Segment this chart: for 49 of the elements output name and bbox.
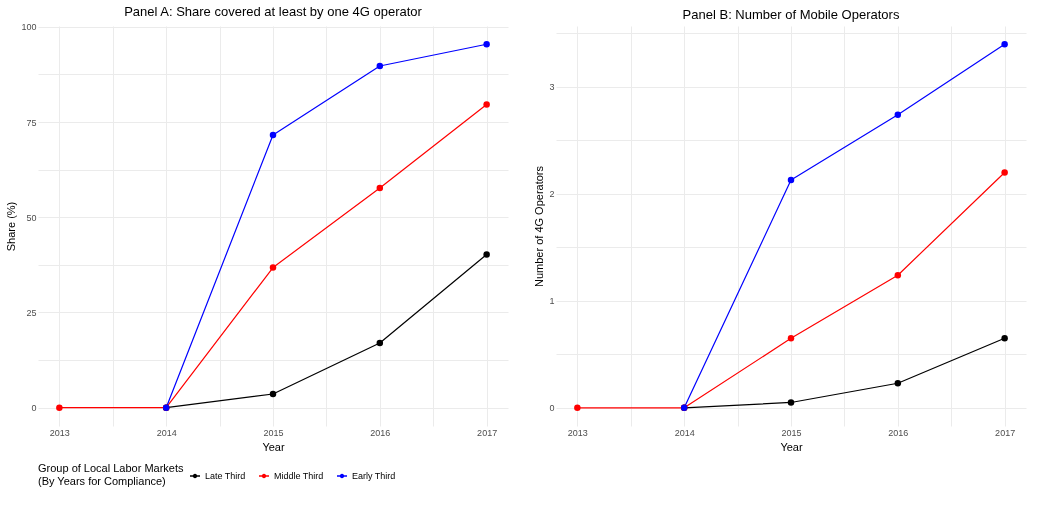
x-tick-label: 2015 <box>781 427 802 438</box>
point <box>894 379 902 387</box>
y-tick-label: 75 <box>26 117 37 128</box>
point <box>376 62 384 70</box>
x-tick-label: 2013 <box>49 427 70 438</box>
point <box>483 101 490 108</box>
x-tick-label: 2017 <box>995 427 1016 438</box>
point <box>1001 40 1008 48</box>
legend-label: Late Third <box>205 471 246 481</box>
x-axis-title: Year <box>780 440 803 453</box>
chart-title: Panel B: Number of Mobile Operators <box>682 7 900 22</box>
y-tick-label: 1 <box>549 296 555 307</box>
y-tick-label: 50 <box>26 212 37 223</box>
x-axis-title: Year <box>262 440 285 453</box>
legend-title: Group of Local Labor Markets (By Years for Compliance) <box>38 462 185 487</box>
x-tick-label: 2016 <box>888 427 909 438</box>
point <box>376 184 384 192</box>
x-tick-label: 2014 <box>674 427 695 438</box>
x-tick-label: 2013 <box>567 427 588 438</box>
y-tick-label: 0 <box>31 403 37 414</box>
x-tick-label: 2017 <box>477 427 498 438</box>
x-tick-label: 2015 <box>263 427 284 438</box>
point <box>894 271 902 279</box>
x-tick-label: 2016 <box>370 427 391 438</box>
x-tick-label: 2014 <box>156 427 177 438</box>
y-tick-label: 3 <box>549 82 555 93</box>
point <box>483 41 490 48</box>
legend-label: Middle Third <box>274 471 324 481</box>
point <box>269 131 277 139</box>
y-tick-label: 100 <box>21 22 37 33</box>
chart-title: Panel A: Share covered at least by one 4G operator <box>124 3 423 19</box>
y-axis-title: Share (%) <box>5 201 18 252</box>
point <box>1001 335 1008 342</box>
point <box>269 264 277 271</box>
y-tick-label: 0 <box>549 403 555 414</box>
y-tick-label: 2 <box>549 189 555 200</box>
point <box>1001 169 1008 176</box>
point <box>787 335 795 342</box>
point <box>56 404 63 411</box>
point <box>894 111 902 118</box>
y-axis-title: Number of 4G Operators <box>533 165 546 288</box>
point <box>269 390 277 398</box>
point <box>574 404 581 412</box>
point <box>483 251 490 258</box>
point <box>787 399 795 406</box>
point <box>787 176 795 184</box>
legend-label: Early Third <box>352 471 396 481</box>
y-tick-label: 25 <box>26 307 37 318</box>
point <box>376 339 384 347</box>
